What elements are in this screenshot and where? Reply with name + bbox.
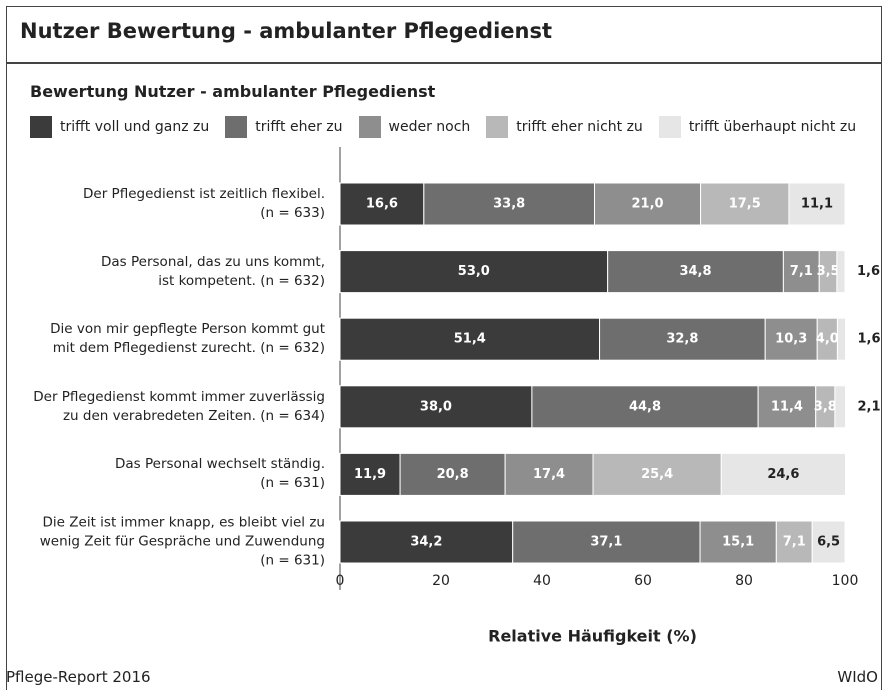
value-label: 4,0 [816, 332, 839, 347]
value-label: 17,5 [729, 197, 761, 212]
x-tick-label: 20 [432, 573, 450, 589]
category-label: Die Zeit ist immer knapp, es bleibt viel… [39, 514, 325, 569]
legend-swatch [30, 116, 52, 138]
legend-label: trifft eher nicht zu [516, 119, 643, 135]
bar-segment [592, 452, 722, 496]
category-label: Der Pflegedienst kommt immer zuverlässig… [33, 388, 325, 424]
value-label: 38,0 [420, 399, 452, 414]
value-label: 51,4 [454, 332, 486, 347]
legend-label: weder noch [388, 119, 471, 135]
legend: trifft voll und ganz zu trifft eher zu wed… [30, 116, 856, 138]
category-label: Das Personal, das zu uns kommt, ist komp… [101, 253, 325, 289]
bar-segment [700, 182, 790, 226]
value-label: 1,6 [858, 332, 881, 347]
legend-swatch [658, 116, 681, 138]
legend-item: trifft eher zu [225, 116, 343, 138]
bar-segment [764, 317, 818, 361]
value-label: 25,4 [641, 467, 673, 482]
value-label: 11,4 [771, 399, 803, 414]
value-label: 1,6 [857, 264, 880, 279]
x-tick-label: 0 [336, 573, 345, 589]
value-label: 3,5 [817, 264, 840, 279]
value-label: 53,0 [458, 264, 490, 279]
value-label: 33,8 [493, 197, 525, 212]
legend-label: trifft voll und ganz zu [60, 119, 210, 135]
legend-swatch [358, 116, 381, 138]
value-label: 6,5 [817, 535, 840, 550]
value-label: 11,1 [801, 197, 833, 212]
legend-item: trifft voll und ganz zu [30, 116, 209, 138]
bar-segment [504, 452, 594, 496]
value-label: 24,6 [767, 467, 799, 482]
publisher: WIdO [837, 668, 878, 686]
frame [6, 6, 882, 690]
value-label: 17,4 [533, 467, 565, 482]
value-label: 34,8 [679, 264, 711, 279]
bar-segment [339, 182, 425, 226]
x-tick-label: 40 [533, 573, 551, 589]
x-tick-label: 80 [735, 573, 753, 589]
value-label: 3,8 [814, 399, 837, 414]
value-label: 11,9 [354, 467, 386, 482]
x-tick-label: 60 [634, 573, 652, 589]
bar-segment [531, 385, 759, 429]
bar-segment [811, 520, 846, 564]
value-label: 15,1 [722, 535, 754, 550]
value-label: 37,1 [590, 535, 622, 550]
bar-segment [775, 520, 813, 564]
legend-item: trifft eher nicht zu [486, 116, 643, 138]
value-label: 2,1 [858, 399, 881, 414]
bar-segment [423, 182, 596, 226]
bar-segment [836, 317, 847, 361]
header-title: Nutzer Bewertung - ambulanter Pflegedien… [20, 19, 552, 43]
bar-segment [607, 250, 784, 294]
category-label: Die von mir gepflegte Person kommt gut m… [50, 321, 325, 357]
value-label: 32,8 [666, 332, 698, 347]
value-label: 20,8 [437, 467, 469, 482]
bar-segment [599, 317, 766, 361]
legend-item: weder noch [358, 116, 471, 138]
category-label: Der Pflegedienst ist zeitlich flexibel. … [83, 186, 325, 221]
bar-segment [836, 250, 846, 294]
bar-segment [512, 520, 701, 564]
bar-segment [339, 250, 609, 294]
legend-item: trifft überhaupt nicht zu [658, 116, 857, 138]
source: Pflege-Report 2016 [6, 668, 151, 686]
x-axis-label: Relative Häufigkeit (%) [488, 627, 697, 646]
value-label: 10,3 [775, 332, 807, 347]
bar-segment [788, 182, 846, 226]
value-label: 7,1 [790, 264, 813, 279]
bar-segment [399, 452, 506, 496]
value-label: 34,2 [410, 535, 442, 550]
bar-segment [720, 452, 847, 496]
legend-swatch [225, 116, 248, 138]
value-label: 16,6 [366, 197, 398, 212]
value-label: 21,0 [632, 197, 664, 212]
category-label: Das Personal wechselt ständig. (n = 631) [114, 456, 325, 492]
bar-segment [339, 452, 401, 496]
value-label: 7,1 [783, 535, 806, 550]
divider [6, 62, 882, 64]
chart-title: Bewertung Nutzer - ambulanter Pflegedien… [30, 82, 436, 101]
bar-segment [782, 250, 820, 294]
legend-label: trifft überhaupt nicht zu [688, 119, 857, 135]
legend-swatch [486, 116, 509, 138]
bar-segment [834, 385, 847, 429]
value-label: 44,8 [629, 399, 661, 414]
x-tick-label: 100 [832, 573, 859, 589]
legend-label: trifft eher zu [255, 119, 343, 135]
